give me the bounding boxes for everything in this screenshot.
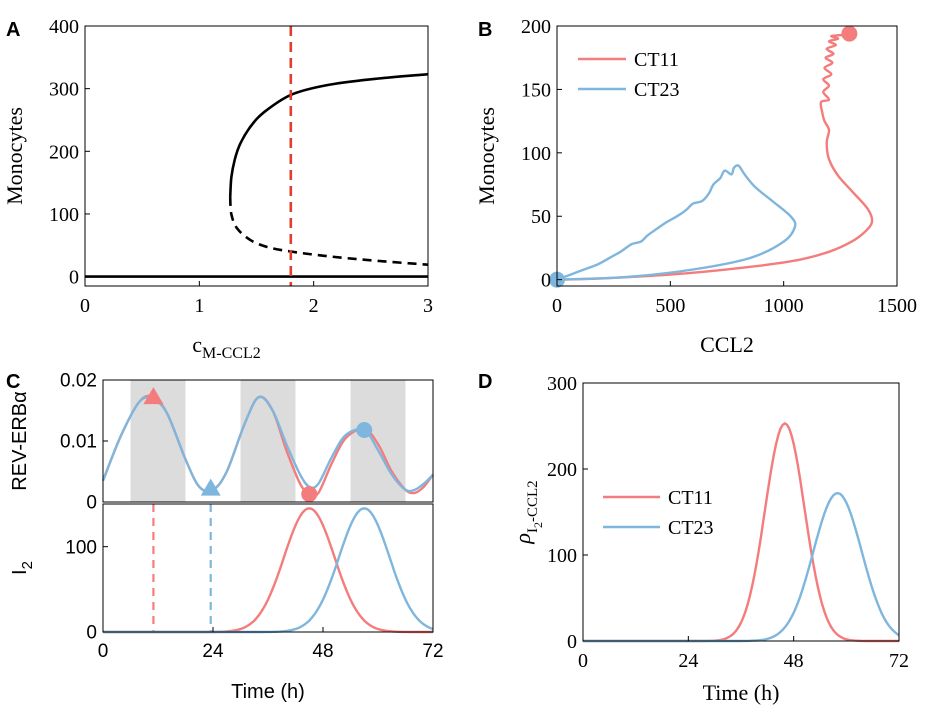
panel-c-bottom-axes-frame (102, 503, 434, 633)
legend-label-ct11: CT11 (668, 487, 713, 509)
panel-a-xtick-label: 3 (423, 295, 433, 317)
reverb-line-ct23 (101, 395, 434, 493)
marker-ct23-triangle (200, 478, 221, 496)
panel-c-bottom-xtick-label: 24 (202, 641, 224, 662)
panel-d-ylabel-tail: -CCL2 (525, 480, 541, 522)
panel-d-ylabel-main: ρ (510, 533, 535, 545)
panel-b-ytick-label: 50 (531, 206, 551, 228)
panel-a-xlabel: cM-CCL2 (192, 332, 260, 362)
panel-d-ytick-label: 300 (547, 373, 577, 395)
panel-c-bottom-ylabel-main: I (9, 569, 31, 575)
panel-a-xtick-label: 2 (309, 295, 319, 317)
panel-d-ytick-label: 0 (567, 631, 577, 653)
panel-b-ytick-label: 200 (521, 16, 551, 38)
panel-c-top-ytick-label: 0.01 (60, 432, 97, 453)
panel-c-bottom-chart: 0 100 0 24 48 72 I2 Time (h) (9, 503, 444, 703)
legend-label-ct23: CT23 (634, 79, 680, 101)
panel-a-ytick-label: 0 (69, 267, 79, 289)
panel-d-xtick-label: 72 (889, 650, 909, 672)
panel-a-xlabel-sub: M-CCL2 (202, 345, 261, 362)
panel-b-ytick-label: 0 (541, 270, 551, 292)
branch-line-2 (228, 196, 429, 266)
panel-a-axes-frame (84, 25, 429, 287)
panel-a-ylabel: Monocytes (2, 107, 27, 205)
panel-label-c: C (6, 371, 20, 393)
panel-a-xtick-label: 0 (80, 295, 90, 317)
dark-phase-shade (240, 380, 296, 502)
i2-line-ct23 (103, 507, 434, 634)
panel-c-bottom-xtick-label: 0 (98, 641, 109, 662)
panel-c-xlabel: Time (h) (231, 681, 305, 703)
panel-d-xlabel: Time (h) (703, 680, 780, 705)
panel-d-ylabel: ρI2-CCL2 (510, 480, 545, 544)
panel-c-top-ytick-label: 0 (86, 493, 97, 514)
panel-c-bottom-xtick-label: 72 (422, 641, 443, 662)
panel-c-top-chart: 0 0.01 0.02 REV-ERBα (9, 371, 434, 514)
rho-line-ct23 (583, 491, 900, 643)
panel-d-xtick-label: 24 (678, 650, 698, 672)
panel-a-xtick-label: 1 (194, 295, 204, 317)
panel-d-ylabel-sub: I (525, 528, 541, 533)
panel-a-ytick-label: 300 (49, 79, 79, 101)
panel-b-xtick-label: 1500 (877, 295, 917, 317)
panel-d-ytick-label: 100 (547, 545, 577, 567)
trajectory-line-ct11 (556, 32, 874, 281)
panel-b-ylabel: Monocytes (474, 107, 499, 205)
panel-a-xlabel-main: c (192, 332, 202, 357)
panel-c-bottom-ylabel-sub: 2 (19, 561, 36, 569)
panel-c-bottom-xtick-label: 48 (312, 641, 333, 662)
trajectory-line-ct23 (556, 164, 797, 281)
legend-label-ct23: CT23 (668, 517, 714, 539)
panel-c-bottom-ytick-label: 0 (86, 623, 97, 644)
panel-c-top-ylabel: REV-ERBα (9, 391, 31, 490)
i2-line-ct11 (103, 507, 433, 634)
panel-c-top-ytick-label: 0.02 (60, 371, 97, 392)
panel-d-ytick-label: 200 (547, 459, 577, 481)
panel-b-axes-frame (556, 25, 898, 287)
branch-line-1 (228, 72, 429, 198)
panel-b-xtick-label: 0 (552, 295, 562, 317)
panel-b-ytick-label: 100 (521, 143, 551, 165)
panel-d-axes-frame (582, 382, 900, 642)
panel-d-xtick-label: 0 (578, 650, 588, 672)
panel-label-a: A (6, 19, 20, 41)
panel-d-xtick-label: 48 (784, 650, 804, 672)
panel-d-chart: 0 100 200 300 0 24 48 72 ρI2-CCL2 Time (h) CT11 CT2… (510, 373, 909, 705)
panel-label-b: B (478, 19, 492, 41)
panel-b-xtick-label: 500 (655, 295, 685, 317)
panel-a-ytick-label: 100 (49, 204, 79, 226)
marker-ct11-circle (301, 486, 318, 503)
rho-line-ct11 (583, 421, 899, 643)
panel-c-bottom-ylabel: I2 (9, 561, 36, 575)
panel-label-d: D (478, 371, 492, 393)
legend-label-ct11: CT11 (634, 49, 679, 71)
panel-b-ytick-label: 150 (521, 79, 551, 101)
panel-b-chart: 0 50 100 150 200 0 500 1000 1500 Monocytes CCL2 CT1… (474, 16, 917, 357)
panel-a-chart: 0 100 200 300 400 0 1 2 3 Monocytes cM-CCL2 (2, 16, 433, 362)
panel-b-xlabel: CCL2 (700, 332, 754, 357)
panel-b-xtick-label: 1000 (764, 295, 804, 317)
panel-a-ytick-label: 400 (49, 16, 79, 38)
marker-ct11-triangle (143, 387, 164, 405)
panel-c-bottom-ytick-label: 100 (65, 537, 97, 558)
marker-ct23-circle (356, 422, 373, 439)
panel-a-ytick-label: 200 (49, 141, 79, 163)
marker-ct11-circle (841, 25, 858, 42)
panel-d-ylabel-subsub: 2 (531, 522, 545, 528)
